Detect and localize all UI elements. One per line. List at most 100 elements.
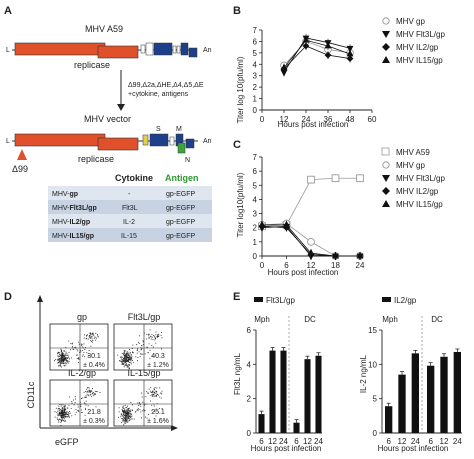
facs-dot [62, 356, 64, 358]
table-construct-name: MHV-IL15/gp [52, 233, 94, 240]
facs-dot [151, 390, 153, 392]
facs-dot [127, 421, 129, 423]
y-tick-label: 4 [253, 60, 258, 69]
x-tick-label: 24 [302, 115, 311, 124]
facs-dot [74, 346, 76, 348]
facs-dot [156, 395, 157, 396]
facs-dots [54, 332, 99, 368]
facs-dot [129, 353, 131, 355]
facs-dot [150, 338, 152, 340]
facs-dot [81, 343, 83, 345]
facs-dot [90, 337, 92, 339]
bar [258, 414, 265, 433]
legend-label: MHV gp [396, 17, 425, 26]
facs-dot [78, 357, 80, 359]
legend-marker-gp [382, 161, 390, 169]
facs-dot [64, 418, 66, 420]
replicase-label: replicase [74, 60, 110, 70]
facs-dot [63, 360, 65, 361]
facs-dot [127, 417, 129, 419]
series-line [261, 177, 360, 227]
facs-dot [122, 352, 124, 354]
panel-c-ylabel: Titer log10(pfu/ml) [236, 172, 245, 237]
facs-dot [145, 396, 147, 398]
facs-dot [126, 412, 128, 413]
facs-dot [75, 398, 76, 400]
facs-dot [159, 396, 161, 398]
facs-dot [92, 388, 93, 390]
facs-dot [84, 349, 86, 351]
facs-dot [152, 395, 154, 397]
facs-dot [131, 418, 133, 420]
facs-dot [128, 354, 130, 356]
facs-dot [70, 407, 72, 409]
facs-dot [131, 409, 133, 411]
facs-dot [161, 337, 163, 339]
facs-dot [125, 417, 127, 419]
y-tick-label: 6 [247, 326, 252, 335]
facs-dot [126, 410, 128, 412]
facs-dot [123, 414, 125, 416]
facs-dot [86, 388, 88, 390]
facs-dot [64, 411, 66, 413]
facs-dot [160, 334, 162, 336]
facs-dot [130, 362, 132, 364]
m-label: M [176, 126, 182, 133]
facs-dot [129, 356, 131, 358]
facs-dot [92, 333, 94, 335]
facs-dot [57, 362, 59, 364]
antigen-gene [177, 142, 186, 154]
facs-dot [127, 414, 129, 415]
facs-dot [129, 410, 131, 412]
facs-dot [153, 335, 155, 337]
facs-dot [124, 422, 126, 424]
facs-dot [91, 333, 93, 335]
table-antigen-cell: gp-EGFP [166, 233, 196, 240]
facs-dot [61, 415, 63, 417]
facs-dot [125, 422, 127, 424]
series-line [283, 40, 351, 66]
facs-dot [124, 411, 126, 413]
facs-dot [61, 416, 63, 418]
facs-dot [65, 362, 66, 364]
facs-dot [127, 416, 129, 418]
facs-dot [61, 357, 63, 359]
facs-dot [125, 406, 127, 408]
facs-dot [154, 337, 156, 339]
facs-dot [127, 359, 129, 361]
facs-dot [123, 413, 125, 415]
facs-dot [127, 359, 129, 361]
facs-dot [153, 392, 155, 394]
facs-dot [84, 347, 86, 348]
facs-dot [58, 407, 60, 409]
x-tick-label: 12 [303, 437, 312, 446]
facs-dot [128, 411, 130, 413]
facs-dot [55, 359, 57, 361]
facs-dot [58, 360, 60, 362]
facs-dot [122, 410, 124, 411]
facs-dot [126, 416, 128, 418]
facs-dot [61, 416, 63, 418]
facs-dot [155, 390, 157, 392]
facs-dot [128, 361, 130, 363]
x-tick-label: 24 [411, 437, 420, 446]
facs-dot [97, 334, 99, 336]
facs-dot [63, 351, 65, 352]
facs-dot [61, 412, 63, 414]
facs-dot [69, 412, 71, 414]
facs-dot [132, 344, 134, 346]
facs-dot [126, 408, 128, 410]
facs-dot [123, 411, 124, 413]
facs-dot [122, 405, 124, 407]
facs-dot [121, 359, 123, 361]
facs-dot [124, 408, 126, 410]
facs-dot [61, 353, 63, 355]
facs-dot [60, 361, 62, 363]
table-cytokine-cell: IL-2 [123, 219, 135, 226]
facs-dot [127, 405, 128, 407]
facs-dot [130, 363, 132, 365]
facs-dot [78, 358, 80, 360]
facs-frame [49, 323, 109, 371]
facs-dot [127, 415, 129, 417]
facs-dot [126, 418, 128, 420]
